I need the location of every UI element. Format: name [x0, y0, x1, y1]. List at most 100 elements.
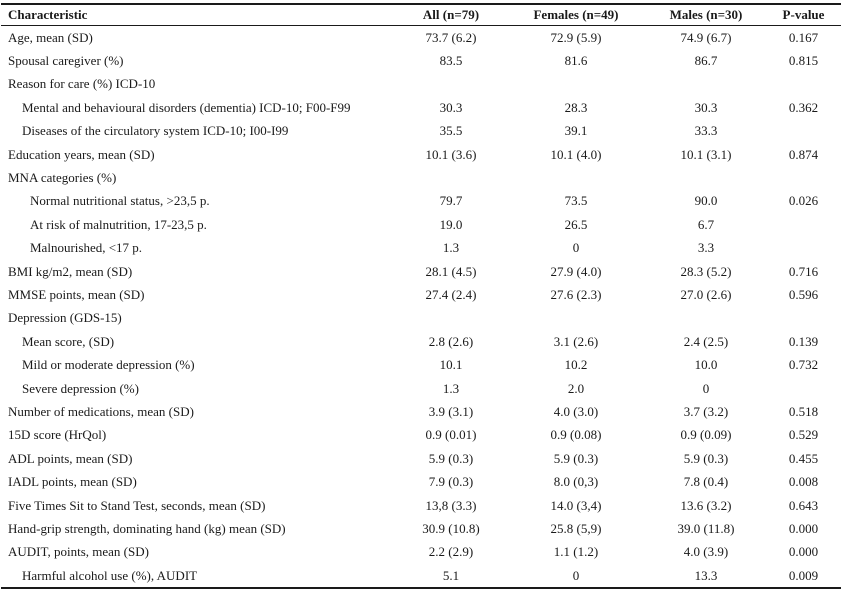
- row-label: Hand-grip strength, dominating hand (kg)…: [8, 520, 286, 536]
- cell-all: 73.7 (6.2): [425, 29, 477, 45]
- cell-all: 2.8 (2.6): [428, 333, 474, 349]
- cell-males: 13.6 (3.2): [680, 497, 732, 513]
- cell-pvalue: 0.732: [788, 357, 819, 373]
- table-row: AUDIT, points, mean (SD) 2.2 (2.9) 1.1 (1.…: [1, 541, 841, 564]
- cell-all: 79.7: [439, 193, 463, 209]
- cell-all: 2.2 (2.9): [428, 544, 474, 560]
- cell-females: [506, 307, 646, 330]
- row-label: Mild or moderate depression (%): [22, 357, 195, 373]
- cell-pvalue: 0.529: [788, 427, 819, 443]
- row-label: Malnourished, <17 p.: [30, 240, 143, 256]
- cell-males: 39.0 (11.8): [677, 520, 735, 536]
- cell-females: 39.1: [564, 123, 588, 139]
- table-row: Severe depression (%) 1.3 2.0 0: [1, 377, 841, 400]
- table-row: Mental and behavioural disorders (dement…: [1, 96, 841, 119]
- row-label: Severe depression (%): [22, 380, 139, 396]
- cell-females: 4.0 (3.0): [553, 403, 599, 419]
- cell-males: 2.4 (2.5): [683, 333, 729, 349]
- cell-all: 10.1: [439, 357, 463, 373]
- cell-all: 3.9 (3.1): [428, 403, 474, 419]
- cell-males: 10.1 (3.1): [680, 146, 732, 162]
- table-row: Malnourished, <17 p. 1.3 0 3.3: [1, 237, 841, 260]
- cell-females: 10.2: [564, 357, 588, 373]
- table-row: IADL points, mean (SD) 7.9 (0.3) 8.0 (0,3)…: [1, 470, 841, 493]
- cell-females: 73.5: [564, 193, 588, 209]
- cell-males: 30.3: [694, 99, 718, 115]
- header-females: Females (n=49): [533, 7, 619, 22]
- cell-males: 74.9 (6.7): [680, 29, 732, 45]
- characteristics-table: Characteristic All (n=79) Females (n=49)…: [1, 3, 841, 589]
- cell-all: 30.3: [439, 99, 463, 115]
- row-label: ADL points, mean (SD): [8, 450, 133, 466]
- cell-females: 10.1 (4.0): [550, 146, 602, 162]
- cell-males: 4.0 (3.9): [683, 544, 729, 560]
- cell-males: 90.0: [694, 193, 718, 209]
- header-pvalue: P-value: [782, 7, 825, 22]
- cell-females: 5.9 (0.3): [553, 450, 599, 466]
- row-label: Age, mean (SD): [8, 29, 93, 45]
- row-label: Education years, mean (SD): [8, 146, 155, 162]
- cell-pvalue: 0.008: [788, 474, 819, 490]
- cell-pvalue: [766, 307, 841, 330]
- cell-males: 6.7: [697, 216, 715, 232]
- cell-pvalue: 0.455: [788, 450, 819, 466]
- cell-males: 28.3 (5.2): [680, 263, 732, 279]
- table-row: At risk of malnutrition, 17-23,5 p. 19.0 2…: [1, 213, 841, 236]
- cell-males: 0.9 (0.09): [680, 427, 732, 443]
- cell-males: 7.8 (0.4): [683, 474, 729, 490]
- table-row: Mean score, (SD) 2.8 (2.6) 3.1 (2.6) 2.4 (2…: [1, 330, 841, 353]
- row-label: IADL points, mean (SD): [8, 474, 137, 490]
- cell-pvalue: 0.009: [788, 567, 819, 583]
- cell-females: 8.0 (0,3): [553, 474, 599, 490]
- table-row: Depression (GDS-15): [1, 307, 841, 330]
- table-row: ADL points, mean (SD) 5.9 (0.3) 5.9 (0.3) 5…: [1, 447, 841, 470]
- cell-females: 28.3: [564, 99, 588, 115]
- cell-males: [646, 307, 766, 330]
- cell-all: 27.4 (2.4): [425, 286, 477, 302]
- cell-females: 26.5: [564, 216, 588, 232]
- cell-pvalue: 0.815: [788, 53, 819, 69]
- cell-all: 10.1 (3.6): [425, 146, 477, 162]
- cell-pvalue: 0.643: [788, 497, 819, 513]
- table-row: Number of medications, mean (SD) 3.9 (3.1…: [1, 400, 841, 423]
- cell-females: [506, 73, 646, 96]
- cell-all: 83.5: [439, 53, 463, 69]
- row-label: Diseases of the circulatory system ICD-1…: [22, 123, 289, 139]
- cell-females: 0: [572, 240, 580, 256]
- cell-females: 0: [572, 567, 580, 583]
- cell-pvalue: 0.518: [788, 403, 819, 419]
- cell-all: 0.9 (0.01): [425, 427, 477, 443]
- cell-pvalue: 0.000: [788, 520, 819, 536]
- cell-pvalue: [766, 377, 841, 400]
- row-label: Depression (GDS-15): [8, 310, 122, 326]
- cell-pvalue: 0.362: [788, 99, 819, 115]
- header-males: Males (n=30): [669, 7, 743, 22]
- table-row: Normal nutritional status, >23,5 p. 79.7 7…: [1, 190, 841, 213]
- cell-all: 30.9 (10.8): [422, 520, 480, 536]
- table-row: Diseases of the circulatory system ICD-1…: [1, 120, 841, 143]
- table-row: Harmful alcohol use (%), AUDIT 5.1 0 13.3 0.…: [1, 564, 841, 589]
- cell-females: 1.1 (1.2): [553, 544, 599, 560]
- cell-males: 86.7: [694, 53, 718, 69]
- table-row: 15D score (HrQol) 0.9 (0.01) 0.9 (0.08) 0.9…: [1, 424, 841, 447]
- table-row: MNA categories (%): [1, 166, 841, 189]
- cell-pvalue: [766, 237, 841, 260]
- cell-pvalue: 0.874: [788, 146, 819, 162]
- row-label: BMI kg/m2, mean (SD): [8, 263, 133, 279]
- cell-pvalue: [766, 120, 841, 143]
- cell-males: 5.9 (0.3): [683, 450, 729, 466]
- row-label: Normal nutritional status, >23,5 p.: [30, 193, 210, 209]
- cell-all: [396, 166, 506, 189]
- header-all: All (n=79): [422, 7, 480, 22]
- cell-pvalue: 0.139: [788, 333, 819, 349]
- row-label: Mean score, (SD): [22, 333, 115, 349]
- cell-males: 33.3: [694, 123, 718, 139]
- cell-all: 5.9 (0.3): [428, 450, 474, 466]
- header-row: Characteristic All (n=79) Females (n=49)…: [1, 4, 841, 26]
- table-body: Age, mean (SD) 73.7 (6.2) 72.9 (5.9) 74.9 (…: [1, 26, 841, 589]
- cell-males: 10.0: [694, 357, 718, 373]
- cell-pvalue: 0.596: [788, 286, 819, 302]
- row-label: Reason for care (%) ICD-10: [8, 76, 156, 92]
- characteristics-table-container: Characteristic All (n=79) Females (n=49)…: [1, 3, 841, 589]
- header-characteristic: Characteristic: [8, 7, 88, 22]
